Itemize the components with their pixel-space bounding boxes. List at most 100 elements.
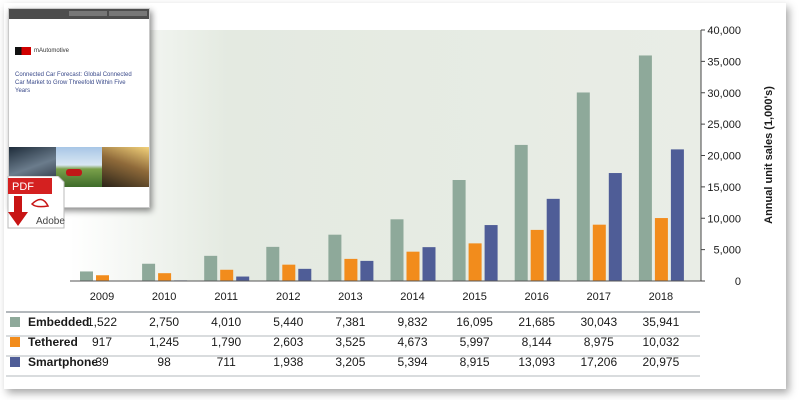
download-arrow-icon (8, 196, 28, 226)
bar-tethered-2012 (282, 264, 296, 281)
table-cell-tethered-2016: 8,144 (522, 335, 552, 349)
x-tick-label-2018: 2018 (649, 291, 673, 303)
x-tick-label-2012: 2012 (276, 291, 300, 303)
y-axis: 0 5,000 10,000 15,000 20,000 25,000 30,000 35,0… (700, 25, 741, 288)
y-tick-label-40000: 40,000 (707, 25, 741, 37)
table-cell-tethered-2017: 8,975 (584, 335, 614, 349)
y-tick-label-30000: 30,000 (707, 88, 741, 100)
table-cell-embedded-2012: 5,440 (273, 315, 303, 329)
brand-name: mAutomotive (34, 48, 70, 54)
bar-tethered-2014 (406, 251, 420, 281)
report-title: Connected Car Forecast: Global Connected… (15, 72, 132, 94)
table-cell-embedded-2011: 4,010 (211, 315, 241, 329)
x-axis-labels: 2009 2010 2011 2012 2013 2014 2015 2016 2017 2018 (90, 291, 673, 303)
y-tick-label-25000: 25,000 (707, 119, 741, 131)
bar-embedded-2011 (204, 255, 218, 281)
bar-tethered-2009 (96, 275, 109, 281)
brand-logo: mAutomotive (15, 47, 69, 55)
table-cell-embedded-2009: 1,522 (87, 315, 117, 329)
thumbnail-header-bar (9, 9, 149, 19)
legend-label-smartphone: Smartphone (28, 355, 98, 369)
bar-tethered-2013 (344, 258, 358, 281)
table-cell-embedded-2018: 35,941 (643, 315, 680, 329)
table-cell-tethered-2018: 10,032 (643, 335, 680, 349)
bar-embedded-2012 (266, 246, 280, 281)
legend-label-tethered: Tethered (28, 335, 78, 349)
bar-smartphone-2011 (236, 276, 250, 281)
bar-smartphone-2016 (546, 198, 560, 281)
x-tick-label-2013: 2013 (338, 291, 362, 303)
table-cell-smartphone-2016: 13,093 (518, 355, 555, 369)
table-cell-smartphone-2015: 8,915 (460, 355, 490, 369)
highway-photo (102, 147, 149, 187)
y-tick-label-0: 0 (735, 276, 741, 288)
legend-swatch-tethered (10, 337, 20, 347)
table-cell-smartphone-2012: 1,938 (273, 355, 303, 369)
table-cell-embedded-2017: 30,043 (580, 315, 617, 329)
red-car-photo (55, 147, 103, 187)
y-tick-label-5000: 5,000 (713, 245, 741, 257)
x-tick-label-2015: 2015 (462, 291, 486, 303)
legend-swatch-embedded (10, 317, 20, 327)
adobe-label: Adobe (36, 216, 65, 227)
bar-tethered-2018 (654, 218, 668, 281)
pdf-download-icon[interactable]: PDF Adobe (6, 176, 70, 234)
bar-embedded-2010 (142, 263, 156, 281)
x-tick-label-2009: 2009 (90, 291, 114, 303)
pdf-label: PDF (12, 181, 34, 193)
y-tick-label-35000: 35,000 (707, 56, 741, 68)
table-cell-embedded-2016: 21,685 (518, 315, 555, 329)
table-cell-smartphone-2010: 98 (157, 355, 171, 369)
table-cell-smartphone-2011: 711 (217, 355, 236, 369)
bar-smartphone-2015 (484, 225, 498, 281)
bar-embedded-2017 (576, 92, 590, 282)
bar-smartphone-2013 (360, 260, 374, 281)
bar-smartphone-2018 (670, 149, 684, 281)
table-cell-embedded-2013: 7,381 (335, 315, 365, 329)
bar-embedded-2009 (80, 271, 93, 281)
bar-tethered-2011 (220, 269, 234, 281)
bar-smartphone-2012 (298, 268, 312, 281)
bar-embedded-2018 (638, 55, 652, 281)
table-cell-tethered-2015: 5,997 (460, 335, 490, 349)
table-cell-tethered-2012: 2,603 (273, 335, 303, 349)
legend-swatch-smartphone (10, 357, 20, 367)
table-cell-smartphone-2013: 3,205 (335, 355, 365, 369)
table-cell-tethered-2011: 1,790 (211, 335, 241, 349)
x-tick-label-2016: 2016 (524, 291, 548, 303)
table-cell-smartphone-2017: 17,206 (580, 355, 617, 369)
report-thumbnail[interactable]: mAutomotive Connected Car Forecast: Glob… (8, 8, 150, 208)
bar-embedded-2016 (514, 144, 528, 281)
table-cell-smartphone-2014: 5,394 (397, 355, 427, 369)
y-axis-label: Annual unit sales (1,000's) (763, 86, 775, 224)
table-cell-tethered-2013: 3,525 (335, 335, 365, 349)
bar-tethered-2016 (530, 229, 544, 281)
bars-layer (70, 55, 701, 282)
table-cell-embedded-2010: 2,750 (149, 315, 179, 329)
table-cell-embedded-2015: 16,095 (456, 315, 493, 329)
y-tick-label-10000: 10,000 (707, 213, 741, 225)
bar-smartphone-2017 (608, 173, 622, 281)
y-tick-label-15000: 15,000 (707, 182, 741, 194)
adobe-logo-icon (30, 198, 50, 208)
y-tick-label-20000: 20,000 (707, 151, 741, 163)
table-cell-tethered-2009: 917 (92, 335, 112, 349)
table-cell-smartphone-2018: 20,975 (643, 355, 680, 369)
x-tick-label-2017: 2017 (587, 291, 611, 303)
plot-area (70, 30, 701, 281)
bar-embedded-2015 (452, 180, 466, 281)
table-cell-tethered-2010: 1,245 (149, 335, 179, 349)
x-tick-label-2014: 2014 (400, 291, 424, 303)
table-cell-embedded-2014: 9,832 (397, 315, 427, 329)
bar-tethered-2017 (592, 224, 606, 281)
bar-tethered-2010 (158, 273, 172, 281)
table-cell-smartphone-2009: 39 (95, 355, 109, 369)
bar-embedded-2013 (328, 234, 342, 281)
bar-embedded-2014 (390, 219, 404, 281)
bar-tethered-2015 (468, 243, 482, 281)
legend-label-embedded: Embedded (28, 315, 89, 329)
x-tick-label-2011: 2011 (214, 291, 238, 303)
pdf-label-bg (8, 178, 52, 194)
